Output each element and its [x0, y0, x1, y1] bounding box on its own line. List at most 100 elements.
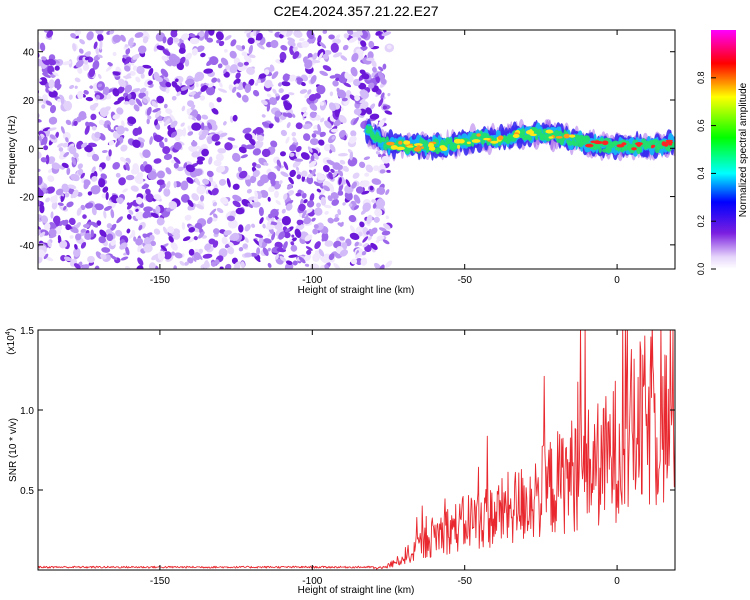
noise-speckle — [303, 217, 312, 225]
noise-speckle — [84, 232, 92, 240]
noise-speckle — [252, 148, 262, 156]
noise-speckle — [311, 59, 321, 64]
noise-speckle — [214, 141, 221, 146]
noise-speckle — [316, 202, 321, 208]
noise-speckle — [320, 196, 327, 206]
noise-speckle — [39, 42, 46, 52]
noise-speckle — [314, 241, 321, 250]
noise-speckle — [301, 170, 308, 177]
noise-speckle — [145, 151, 151, 157]
noise-speckle — [124, 44, 129, 48]
noise-speckle — [330, 128, 339, 133]
noise-speckle — [288, 176, 294, 185]
noise-speckle — [237, 166, 242, 173]
noise-speckle — [91, 153, 100, 162]
noise-speckle — [132, 139, 141, 148]
noise-speckle — [93, 41, 98, 50]
noise-speckle — [189, 33, 196, 38]
noise-speckle — [359, 98, 366, 104]
noise-speckle — [142, 97, 148, 104]
noise-speckle — [225, 64, 231, 70]
noise-speckle — [156, 217, 165, 226]
noise-speckle — [327, 217, 334, 224]
signal-speckle — [479, 130, 483, 139]
noise-speckle — [304, 93, 310, 99]
noise-speckle — [361, 251, 367, 256]
noise-speckle — [66, 201, 74, 208]
noise-speckle — [70, 33, 77, 39]
noise-speckle — [106, 233, 114, 242]
noise-speckle — [338, 152, 348, 157]
signal-hotspot — [569, 134, 576, 138]
signal-hotspot — [413, 146, 422, 152]
noise-speckle — [38, 223, 42, 230]
noise-speckle — [373, 216, 380, 223]
noise-speckle — [171, 159, 175, 164]
noise-speckle — [271, 246, 280, 253]
noise-speckle — [378, 66, 384, 72]
noise-speckle — [170, 241, 178, 251]
noise-speckle — [378, 98, 384, 107]
noise-speckle — [51, 201, 58, 210]
noise-speckle — [290, 244, 298, 252]
noise-speckle — [291, 234, 295, 238]
noise-speckle — [146, 118, 150, 125]
noise-speckle — [92, 60, 100, 70]
noise-speckle — [215, 153, 224, 162]
noise-speckle — [220, 57, 229, 66]
noise-speckle — [367, 51, 374, 60]
noise-speckle — [227, 246, 235, 255]
x-tick-label: -100 — [302, 275, 322, 286]
signal-hotspot — [548, 136, 554, 139]
noise-speckle — [257, 179, 265, 187]
noise-speckle — [135, 76, 141, 83]
noise-speckle — [378, 227, 387, 232]
noise-speckle — [145, 188, 151, 195]
noise-speckle — [238, 246, 244, 252]
noise-speckle — [80, 172, 85, 179]
noise-speckle — [282, 241, 288, 250]
noise-speckle — [378, 119, 385, 127]
noise-speckle — [365, 164, 374, 173]
noise-speckle — [181, 105, 186, 112]
signal-hotspot — [616, 144, 625, 148]
noise-speckle — [224, 142, 233, 151]
noise-speckle — [203, 68, 214, 74]
noise-speckle — [162, 49, 171, 56]
noise-speckle — [185, 164, 195, 173]
noise-speckle — [361, 190, 370, 195]
noise-speckle — [319, 41, 327, 49]
noise-speckle — [38, 58, 43, 67]
noise-speckle — [307, 89, 312, 95]
noise-speckle — [352, 31, 360, 39]
snr-x-axis-label: Height of straight line (km) — [298, 585, 415, 596]
noise-speckle — [235, 72, 241, 79]
noise-speckle — [191, 122, 202, 131]
noise-speckle — [289, 169, 296, 178]
noise-speckle — [165, 87, 170, 94]
noise-speckle — [177, 166, 184, 172]
noise-speckle — [224, 48, 228, 53]
noise-speckle — [38, 197, 41, 202]
noise-speckle — [140, 73, 145, 79]
noise-speckle — [95, 94, 101, 100]
noise-speckle — [166, 181, 171, 190]
noise-speckle — [304, 59, 313, 69]
noise-speckle — [339, 236, 345, 241]
noise-speckle — [366, 230, 370, 235]
noise-speckle — [132, 163, 140, 173]
noise-speckle — [359, 180, 370, 188]
noise-speckle — [120, 34, 126, 42]
noise-speckle — [374, 208, 383, 217]
noise-speckle — [68, 217, 76, 226]
noise-speckle — [385, 189, 390, 196]
noise-speckle — [173, 181, 177, 189]
noise-speckle — [112, 51, 117, 57]
noise-speckle — [263, 69, 270, 75]
noise-speckle — [97, 73, 102, 79]
noise-speckle — [328, 102, 337, 112]
noise-speckle — [362, 202, 371, 212]
noise-speckle — [190, 206, 195, 211]
noise-speckle — [253, 89, 260, 97]
noise-speckle — [108, 63, 113, 67]
